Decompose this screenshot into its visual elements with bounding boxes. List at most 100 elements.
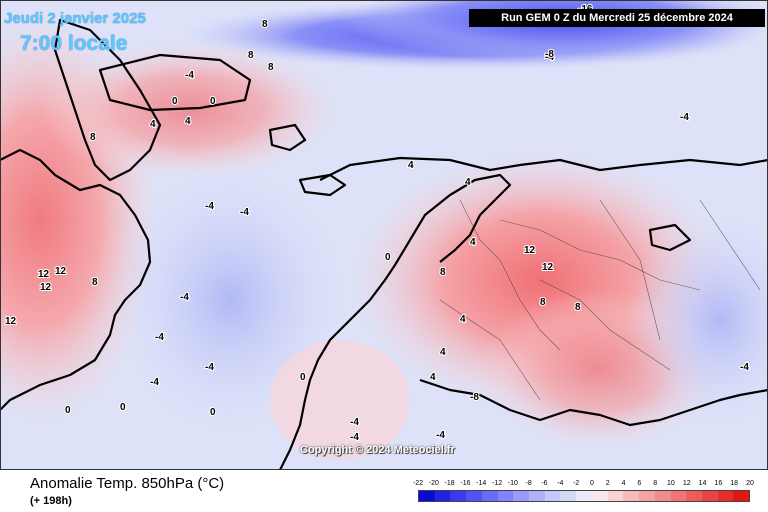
contour-label: -4 (350, 417, 359, 428)
legend-swatch (717, 491, 734, 501)
legend-swatch (434, 491, 451, 501)
legend-swatch (544, 491, 561, 501)
contour-label: 4 (465, 177, 471, 188)
legend-tick: -2 (572, 480, 580, 487)
contour-label: -4 (740, 362, 749, 373)
contour-label: 4 (185, 116, 191, 127)
legend-swatch (497, 491, 514, 501)
contour-label: 0 (65, 405, 71, 416)
contour-label: -8 (545, 49, 554, 60)
legend-swatch (701, 491, 718, 501)
contour-label: 12 (55, 266, 67, 277)
legend-tick: -6 (541, 480, 548, 487)
coastlines (0, 18, 768, 470)
legend-swatch (733, 491, 750, 501)
contour-label: 0 (120, 402, 126, 413)
borders (439, 199, 761, 401)
legend-swatch (466, 491, 482, 501)
contour-label: 0 (172, 96, 178, 107)
legend-tick: 8 (653, 480, 658, 487)
contour-label: 0 (300, 372, 306, 383)
contour-label: 4 (470, 237, 476, 248)
legend-tick: 20 (746, 480, 754, 487)
coast-europe (319, 156, 768, 181)
contour-label: -4 (155, 332, 164, 343)
coast-mediterranean (419, 378, 768, 427)
warm-iberia (270, 340, 410, 460)
legend-tick: 12 (682, 480, 691, 487)
legend-swatch (560, 491, 577, 501)
contour-label: 12 (524, 245, 536, 256)
contour-label: -4 (680, 112, 689, 123)
contour-label: 8 (248, 50, 254, 61)
contour-label: -4 (205, 201, 214, 212)
color-legend (418, 490, 750, 502)
legend-swatch (529, 491, 545, 501)
contour-label: 8 (262, 19, 268, 30)
contour-label: 8 (92, 277, 98, 288)
legend-tick: 18 (730, 480, 739, 487)
legend-tick: -20 (428, 480, 439, 487)
coast-ellesmere (98, 53, 252, 112)
contour-label: 4 (430, 372, 436, 383)
forecast-time: 7:00 locale (20, 32, 128, 55)
legend-swatch (654, 491, 671, 501)
contour-label: -4 (185, 70, 194, 81)
copyright-notice: Copyright © 2024 Meteociel.fr (300, 444, 455, 456)
contour-label: 0 (385, 252, 391, 263)
contour-label: -4 (350, 432, 359, 443)
legend-tick: -14 (476, 480, 487, 487)
contour-label: -4 (240, 207, 249, 218)
legend-tick: 6 (637, 480, 642, 487)
legend-swatch (481, 491, 498, 501)
legend-tick: -16 (460, 480, 471, 487)
legend-tick: -18 (444, 480, 455, 487)
legend-tick: -8 (525, 480, 532, 487)
legend-swatch (419, 491, 435, 501)
legend-tick: 10 (667, 480, 675, 487)
legend-tick: 4 (621, 480, 626, 487)
coast-north-america (0, 148, 152, 411)
legend-tick: -22 (412, 480, 424, 487)
contour-label: -4 (436, 430, 445, 441)
contour-label: 4 (460, 314, 466, 325)
legend-swatch (513, 491, 530, 501)
contour-label: 12 (38, 269, 50, 280)
legend-tick: 14 (698, 480, 707, 487)
contour-label: -8 (470, 392, 479, 403)
contour-label: 12 (40, 282, 52, 293)
contour-label: -4 (205, 362, 214, 373)
legend-tick-labels: -22 -20 -18 -16 -14 -12 -10 -8 -6 -4 -2 0 2 4 6 8 10 12 14… (413, 479, 754, 489)
map-footer: Anomalie Temp. 850hPa (°C) (+ 198h) -22-… (0, 470, 768, 512)
contour-label: 8 (575, 302, 581, 313)
legend-tick: -4 (557, 480, 564, 487)
contour-label: 4 (408, 160, 414, 171)
cold-east (630, 210, 768, 430)
contour-label: 0 (210, 96, 216, 107)
legend-swatch (450, 491, 467, 501)
coast-iceland (298, 173, 347, 197)
contour-label: -4 (150, 377, 159, 388)
coast-scandinavia (394, 173, 512, 266)
legend-tick: -10 (507, 480, 518, 487)
legend-tick: 16 (714, 480, 723, 487)
warm-greenland (40, 40, 340, 180)
legend-tick: -12 (491, 480, 503, 487)
contour-label: 0 (210, 407, 216, 418)
legend-swatch (639, 491, 655, 501)
legend-tick: 0 (589, 480, 594, 487)
legend-tick: 2 (605, 480, 610, 487)
lead-time: (+ 198h) (30, 495, 72, 507)
contour-label: 12 (5, 316, 17, 327)
contour-label: 8 (540, 297, 546, 308)
contour-label: 4 (150, 119, 156, 130)
legend-swatch (591, 491, 608, 501)
legend-swatch (670, 491, 687, 501)
contour-label: -4 (180, 292, 189, 303)
coast-black-sea (648, 223, 692, 252)
contour-label: 12 (542, 262, 554, 273)
contour-label: 4 (440, 347, 446, 358)
contour-label: 8 (90, 132, 96, 143)
